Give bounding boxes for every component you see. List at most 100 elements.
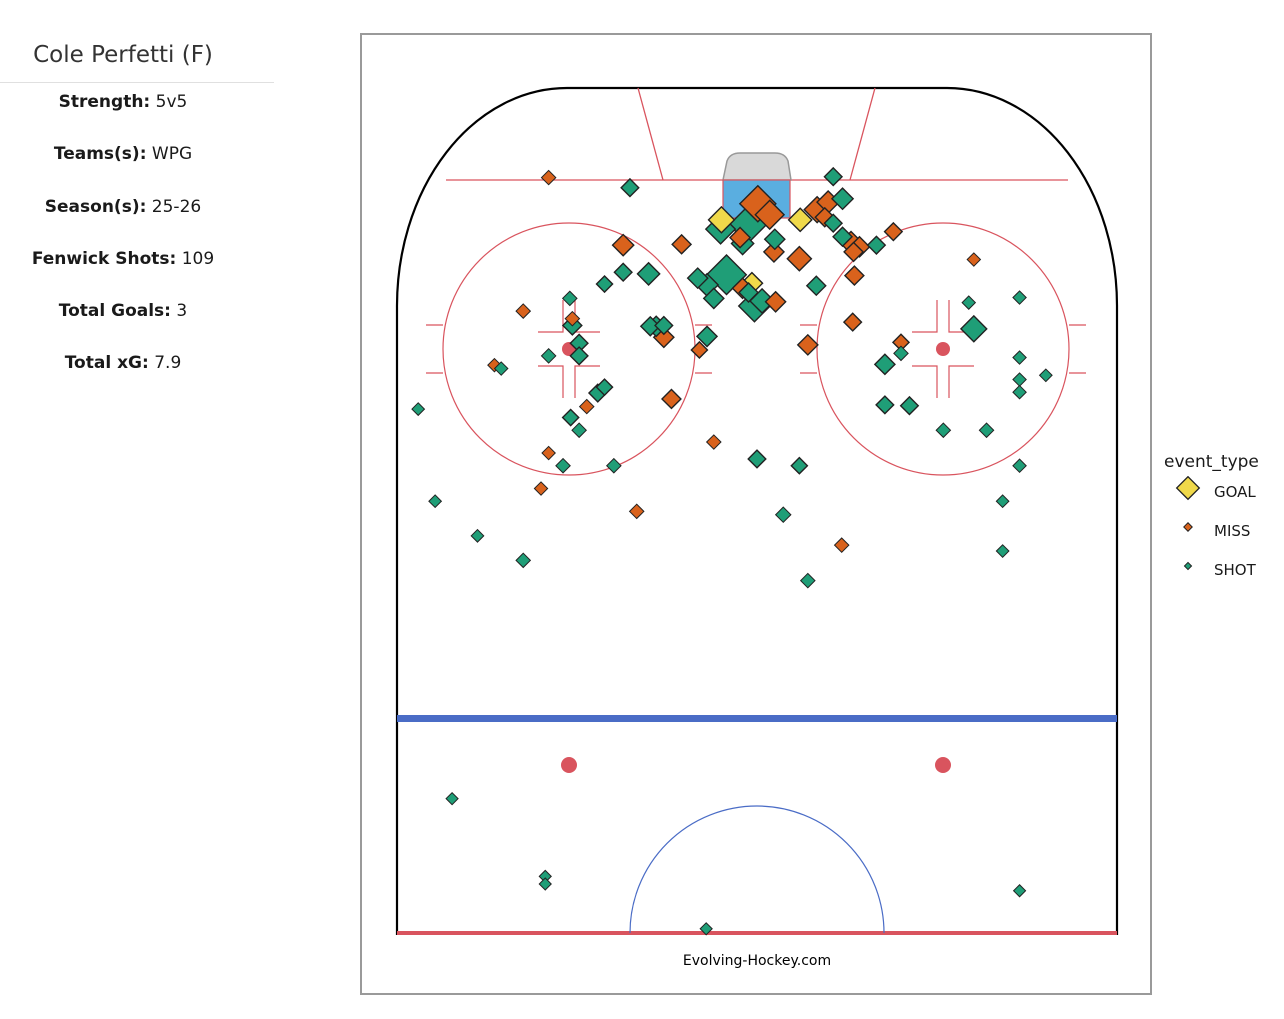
shot-marker-shot <box>515 552 532 569</box>
legend-title: event_type <box>1164 452 1259 472</box>
stat-seasons: Season(s): 25-26 <box>0 197 246 217</box>
shot-marker-shot <box>823 213 844 233</box>
shot-marker-miss <box>611 233 635 257</box>
shot-marker-miss <box>541 445 556 461</box>
shot-marker-miss <box>891 333 911 352</box>
shot-marker-miss <box>754 199 786 231</box>
shot-marker-miss <box>661 388 682 410</box>
shot-marker-shot <box>639 315 661 337</box>
shot-marker-miss <box>628 503 645 520</box>
shot-marker-shot <box>935 422 952 439</box>
shot-marker-shot <box>978 422 995 439</box>
stat-value: WPG <box>151 144 193 164</box>
shot-marker-shot <box>995 494 1010 509</box>
shot-marker-miss <box>966 252 982 267</box>
shot-marker-shot <box>654 315 674 336</box>
shot-marker-miss <box>833 537 850 554</box>
shot-marker-shot <box>1012 290 1027 305</box>
shot-marker-shot <box>538 869 552 884</box>
shot-marker-miss <box>762 240 785 263</box>
shot-marker-miss <box>843 241 865 263</box>
shot-marker-shot <box>538 877 552 891</box>
legend-item-miss: MISS <box>1162 515 1282 547</box>
shot-chart-frame <box>360 33 1152 995</box>
shot-marker-shot <box>738 282 759 303</box>
shot-marker-miss <box>764 290 787 313</box>
stat-total-goals: Total Goals: 3 <box>0 301 246 321</box>
stat-value: 7.9 <box>154 353 182 373</box>
shot-marker-shot <box>605 457 622 474</box>
shot-marker-shot <box>830 187 855 211</box>
shot-marker-shot <box>411 402 426 417</box>
shot-marker-shot <box>561 290 578 307</box>
legend-item-goal: GOAL <box>1162 476 1282 508</box>
shot-marker-shot <box>763 228 786 251</box>
legend-label: MISS <box>1214 522 1251 540</box>
shot-marker-miss <box>796 333 819 356</box>
trapezoid-left <box>637 87 664 181</box>
shot-marker-miss <box>729 226 752 249</box>
shot-marker-shot <box>595 275 614 294</box>
shot-marker-shot <box>823 166 844 187</box>
shot-marker-miss <box>533 481 549 496</box>
shot-marker-shot <box>995 544 1010 559</box>
stat-value: 109 <box>181 249 215 269</box>
shot-marker-shot <box>555 457 571 474</box>
shot-marker-shot <box>899 395 920 416</box>
stat-label: Season(s): <box>44 197 147 217</box>
shot-marker-miss <box>883 221 904 242</box>
legend-item-shot: SHOT <box>1162 554 1282 586</box>
legend-label: GOAL <box>1214 483 1256 501</box>
title-divider <box>0 82 274 83</box>
shot-marker-miss <box>540 169 557 186</box>
shot-marker-miss <box>690 340 709 359</box>
shot-marker-shot <box>959 314 988 343</box>
stat-value: 5v5 <box>155 92 188 112</box>
shot-marker-miss <box>578 398 595 415</box>
stat-teams: Teams(s): WPG <box>0 144 246 164</box>
shot-marker-goal <box>707 205 736 234</box>
shot-marker-shot <box>1012 884 1027 898</box>
miss-marker-icon <box>1183 522 1193 532</box>
shot-marker-shot <box>1012 384 1027 400</box>
shot-marker-miss <box>842 312 863 332</box>
shot-marker-miss <box>705 434 722 450</box>
stat-label: Total Goals: <box>58 301 171 321</box>
stat-value: 3 <box>176 301 188 321</box>
shot-marker-shot <box>445 791 459 806</box>
faceoff-dot-right <box>936 342 950 356</box>
shot-marker-shot <box>790 456 809 475</box>
shot-marker-icon <box>1183 561 1193 571</box>
player-name-title: Cole Perfetti (F) <box>33 42 213 68</box>
stat-label: Fenwick Shots: <box>31 249 177 269</box>
shot-marker-shot <box>571 422 587 439</box>
goal-marker-icon <box>1175 476 1201 501</box>
shot-marker-shot <box>893 345 909 362</box>
shot-marker-shot <box>799 572 816 589</box>
shot-marker-shot <box>695 325 719 348</box>
shot-marker-shot <box>774 506 792 524</box>
shot-marker-shot <box>428 494 443 509</box>
shot-marker-shot <box>569 346 589 366</box>
trapezoid-right <box>849 87 876 181</box>
watermark-text: Evolving-Hockey.com <box>683 953 831 969</box>
stat-label: Teams(s): <box>53 144 147 164</box>
shot-marker-shot <box>1012 350 1027 365</box>
shot-marker-shot <box>832 226 853 248</box>
stat-label: Strength: <box>58 92 151 112</box>
neutral-dot-left <box>561 757 577 773</box>
shot-marker-shot <box>561 408 580 427</box>
shot-marker-shot <box>493 361 509 376</box>
shot-marker-miss <box>671 233 693 255</box>
blue-line <box>397 715 1117 722</box>
faceoff-circle-right <box>816 222 1070 476</box>
shot-marker-shot <box>613 262 633 282</box>
shot-marker-shot <box>805 275 827 297</box>
stat-strength: Strength: 5v5 <box>0 92 246 112</box>
center-ice-circle <box>629 805 885 934</box>
shot-marker-shot <box>961 295 977 310</box>
shot-marker-shot <box>1012 372 1027 387</box>
neutral-dot-right <box>935 757 951 773</box>
goal-net <box>722 152 792 181</box>
